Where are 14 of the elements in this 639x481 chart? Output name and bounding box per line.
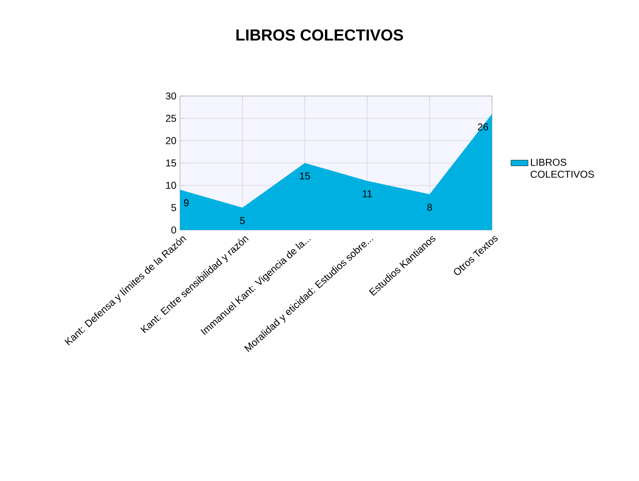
data-label: 11 [362,190,372,198]
y-tick-label: 10 [166,182,176,189]
y-tick-label: 20 [166,137,176,144]
data-label: 9 [184,199,189,206]
y-tick-label: 15 [166,160,176,166]
legend-label: LIBROS COLECTIVOS [530,158,594,178]
data-label: 5 [240,217,245,224]
data-label: 15 [300,172,310,180]
chart-title: LIBROS COLECTIVOS [236,29,403,41]
data-label: 8 [427,204,432,211]
y-tick-label: 5 [171,204,176,212]
y-tick-label: 0 [171,226,176,234]
y-tick-label: 25 [166,114,176,122]
y-tick-label: 30 [166,92,176,100]
